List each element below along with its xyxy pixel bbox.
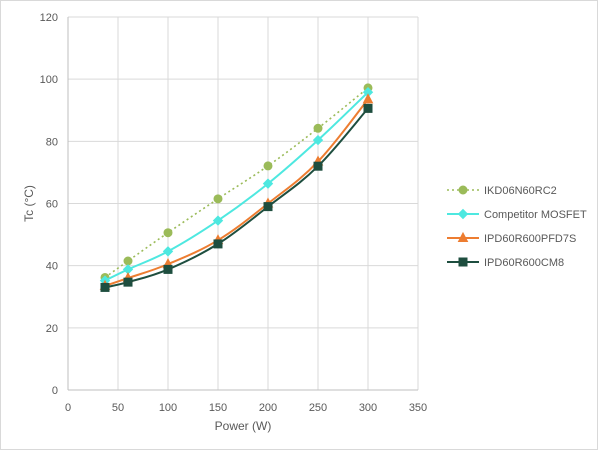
legend-item: IPD60R600PFD7S xyxy=(447,231,576,245)
data-point xyxy=(213,239,223,249)
data-point xyxy=(213,194,223,204)
data-point xyxy=(123,277,133,287)
data-point xyxy=(123,256,133,266)
x-tick-label: 50 xyxy=(112,402,124,414)
x-tick-label: 100 xyxy=(159,402,177,414)
axes xyxy=(67,17,418,391)
y-axis-title: Tc (°C) xyxy=(22,185,36,222)
gridlines xyxy=(68,16,419,390)
legend-marker xyxy=(458,257,468,267)
legend: IKD06N60RC2 Competitor MOSFET IPD60R600PFD… xyxy=(447,185,587,269)
data-point xyxy=(313,123,323,133)
series-ipd60r600pfd7s xyxy=(99,93,374,290)
legend-item: IPD60R600CM8 xyxy=(447,257,564,269)
y-tick-label: 100 xyxy=(40,74,58,86)
data-point xyxy=(262,178,274,189)
y-tick-label: 80 xyxy=(46,136,58,148)
data-point xyxy=(313,161,323,171)
data-point xyxy=(312,134,324,146)
y-axis-ticks: 0 20 40 60 80 100 120 xyxy=(40,12,58,397)
data-point xyxy=(362,93,374,104)
legend-marker xyxy=(457,208,469,220)
x-axis-title: Power (W) xyxy=(215,419,272,433)
series-line xyxy=(104,87,369,279)
data-point xyxy=(263,161,273,171)
data-point xyxy=(263,202,273,212)
series-ikd06n60rc2 xyxy=(100,83,373,282)
x-tick-label: 150 xyxy=(209,402,227,414)
y-tick-label: 120 xyxy=(40,12,58,24)
data-point xyxy=(163,228,173,238)
legend-item: IKD06N60RC2 xyxy=(447,185,557,197)
data-point xyxy=(363,103,373,113)
x-tick-label: 300 xyxy=(359,402,377,414)
series-competitor-mosfet xyxy=(99,87,374,286)
legend-label: IPD60R600CM8 xyxy=(484,257,564,269)
data-point xyxy=(212,215,224,226)
legend-marker xyxy=(457,231,469,242)
data-point xyxy=(162,246,174,257)
y-tick-label: 60 xyxy=(46,199,58,211)
x-tick-label: 200 xyxy=(259,402,277,414)
y-tick-label: 20 xyxy=(46,323,58,335)
legend-label: Competitor MOSFET xyxy=(484,209,587,221)
legend-item: Competitor MOSFET xyxy=(447,208,587,221)
x-axis-ticks: 0 50 100 150 200 250 300 350 xyxy=(65,402,427,414)
series-ipd60r600cm8 xyxy=(100,103,373,292)
series-line xyxy=(104,91,369,282)
series-group xyxy=(99,83,374,292)
y-tick-label: 40 xyxy=(46,261,58,273)
series-line xyxy=(104,98,369,287)
legend-label: IPD60R600PFD7S xyxy=(484,233,576,245)
x-tick-label: 250 xyxy=(309,402,327,414)
x-tick-label: 0 xyxy=(65,402,71,414)
data-point xyxy=(163,264,173,274)
legend-label: IKD06N60RC2 xyxy=(484,185,557,197)
y-tick-label: 0 xyxy=(52,385,58,397)
data-point xyxy=(100,282,110,292)
x-tick-label: 350 xyxy=(409,402,427,414)
series-line xyxy=(104,107,369,289)
legend-marker xyxy=(458,185,468,195)
